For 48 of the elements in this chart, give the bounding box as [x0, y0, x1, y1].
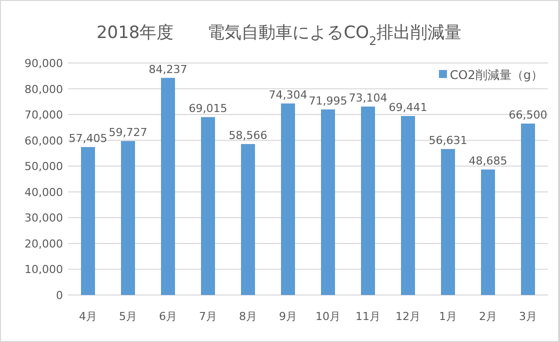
y-tick-label: 50,000 [24, 160, 63, 174]
bar [281, 103, 295, 295]
bar [321, 109, 335, 295]
data-label: 56,631 [428, 134, 468, 148]
y-tick-label: 80,000 [24, 82, 63, 96]
bar [441, 149, 455, 295]
bar [241, 144, 255, 295]
y-tick-label: 60,000 [24, 134, 63, 148]
x-tick-label: 7月 [199, 310, 217, 323]
legend-label: CO2削減量（g） [450, 68, 543, 82]
x-tick-label: 8月 [239, 310, 257, 323]
data-label: 71,995 [308, 94, 348, 108]
x-tick-label: 1月 [439, 310, 457, 323]
bar [521, 124, 535, 295]
x-tick-label: 2月 [479, 310, 497, 323]
x-tick-label: 3月 [519, 310, 537, 323]
y-tick-label: 70,000 [24, 108, 63, 122]
y-tick-label: 10,000 [24, 263, 63, 276]
y-tick-label: 0 [56, 289, 63, 302]
bar [481, 170, 495, 295]
bar [81, 147, 95, 295]
data-label: 57,405 [68, 132, 108, 146]
bar [361, 106, 375, 295]
x-tick-label: 12月 [396, 310, 420, 323]
data-label: 69,441 [388, 100, 428, 114]
data-label: 84,237 [148, 62, 188, 76]
x-tick-label: 6月 [159, 310, 177, 323]
y-tick-label: 90,000 [24, 57, 63, 70]
x-tick-label: 5月 [119, 310, 137, 323]
x-tick-label: 9月 [279, 310, 297, 323]
y-tick-label: 40,000 [24, 186, 63, 199]
y-tick-label: 20,000 [24, 237, 63, 250]
data-label: 48,685 [468, 154, 508, 168]
y-tick-label: 30,000 [24, 212, 63, 225]
data-label: 69,015 [188, 102, 228, 116]
chart-title: 2018年度 電気自動車によるCO$_{2}$排出削減量 [96, 23, 462, 48]
data-label: 59,727 [108, 126, 148, 140]
data-label: 58,566 [228, 129, 268, 142]
bar [401, 116, 415, 295]
x-tick-label: 10月 [316, 310, 340, 323]
bar [201, 117, 215, 295]
x-tick-label: 4月 [79, 310, 97, 323]
data-label: 73,104 [348, 92, 388, 105]
data-label: 74,304 [268, 88, 308, 102]
bar [161, 78, 175, 295]
x-tick-label: 11月 [356, 310, 380, 323]
bar [121, 141, 135, 295]
data-label: 66,500 [508, 108, 548, 122]
